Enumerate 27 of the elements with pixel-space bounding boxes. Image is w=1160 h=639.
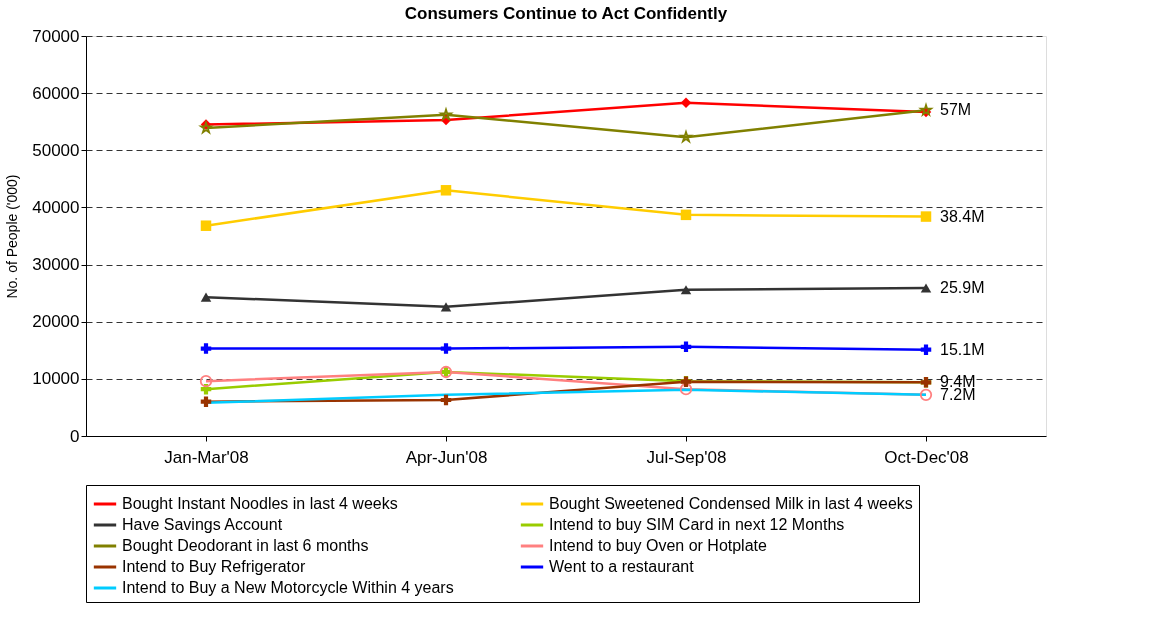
legend-label: Bought Instant Noodles in last 4 weeks [122, 495, 398, 512]
y-tick-label: 30000 [32, 255, 80, 275]
annotation: 57M [940, 101, 972, 119]
x-tick-label: Jul-Sep'08 [646, 447, 727, 467]
y-axis-title: No. of People ('000) [4, 174, 21, 299]
legend-label: Intend to Buy a New Motorcycle Within 4 years [122, 579, 454, 596]
legend-label: Bought Sweetened Condensed Milk in last 4 weeks [549, 495, 913, 512]
y-tick-label: 0 [70, 426, 80, 446]
annotation: 38.4M [940, 207, 985, 225]
legend-label: Bought Deodorant in last 6 months [122, 537, 369, 554]
y-tick-label: 70000 [32, 26, 80, 46]
legend-label: Went to a restaurant [549, 558, 695, 575]
annotation: 15.1M [940, 340, 985, 358]
y-tick-label: 20000 [32, 312, 80, 332]
y-tick-label: 50000 [32, 140, 80, 160]
x-tick-label: Oct-Dec'08 [884, 447, 969, 467]
x-tick-label: Jan-Mar'08 [164, 447, 249, 467]
y-tick-label: 60000 [32, 83, 80, 103]
legend-label: Intend to buy SIM Card in next 12 Months [549, 516, 845, 533]
legend-label: Intend to Buy Refrigerator [122, 558, 306, 575]
y-tick-label: 40000 [32, 197, 80, 217]
legend-label: Intend to buy Oven or Hotplate [549, 537, 768, 554]
legend-label: Have Savings Account [122, 516, 283, 533]
y-tick-label: 10000 [32, 369, 80, 389]
chart-title: Consumers Continue to Act Confidently [404, 4, 728, 23]
annotation: 25.9M [940, 279, 985, 296]
x-tick-label: Apr-Jun'08 [405, 447, 488, 467]
